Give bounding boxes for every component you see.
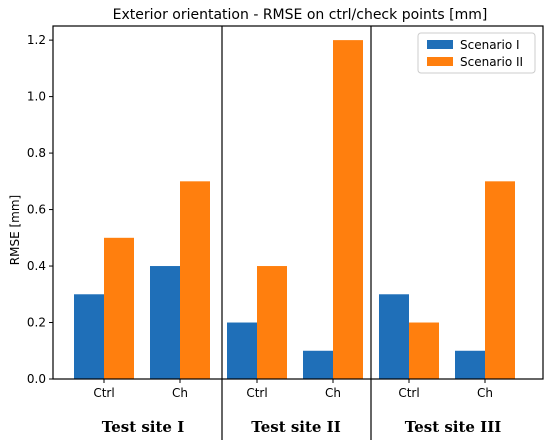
group-label: Test site III [405, 418, 501, 436]
y-tick-label: 1.2 [27, 33, 46, 47]
bar-scenario-ii-0 [104, 237, 134, 379]
legend-label: Scenario I [460, 38, 520, 52]
y-tick-label: 0.8 [27, 146, 46, 160]
legend-swatch [427, 40, 453, 49]
bar-scenario-ii-2 [257, 266, 287, 379]
bar-scenario-ii-3 [333, 40, 363, 380]
plot-frame [52, 25, 544, 380]
y-tick-label: 0.2 [27, 316, 46, 330]
bar-scenario-i-0 [74, 294, 104, 379]
y-tick-label: 0.6 [27, 203, 46, 217]
x-tick-label: Ctrl [246, 386, 267, 400]
bar-scenario-ii-5 [485, 181, 515, 379]
bar-scenario-ii-1 [180, 181, 210, 379]
x-tick-label: Ch [325, 386, 341, 400]
legend-label: Scenario II [460, 55, 523, 69]
bar-scenario-i-3 [303, 350, 333, 379]
bar-scenario-i-2 [227, 322, 257, 379]
y-tick-label: 0.0 [27, 372, 46, 386]
y-axis-label: RMSE [mm] [8, 195, 22, 265]
bar-scenario-ii-4 [409, 322, 439, 379]
bar-scenario-i-5 [455, 350, 485, 379]
x-tick-label: Ch [477, 386, 493, 400]
group-label: Test site II [251, 418, 340, 436]
y-tick-label: 1.0 [27, 90, 46, 104]
chart-title: Exterior orientation - RMSE on ctrl/chec… [113, 7, 488, 23]
bars-layer [74, 40, 515, 380]
legend: Scenario I Scenario II [417, 32, 536, 74]
legend-swatch [427, 57, 453, 66]
bar-scenario-i-1 [150, 266, 180, 379]
x-tick-label: Ctrl [398, 386, 419, 400]
group-label: Test site I [102, 418, 184, 436]
x-tick-label: Ctrl [93, 386, 114, 400]
axes-layer: Ctrl Ch Ctrl Ch Ctrl Ch Test site I Test site I… [27, 25, 544, 440]
x-tick-label: Ch [172, 386, 188, 400]
bar-scenario-i-4 [379, 294, 409, 379]
y-tick-label: 0.4 [27, 259, 46, 273]
